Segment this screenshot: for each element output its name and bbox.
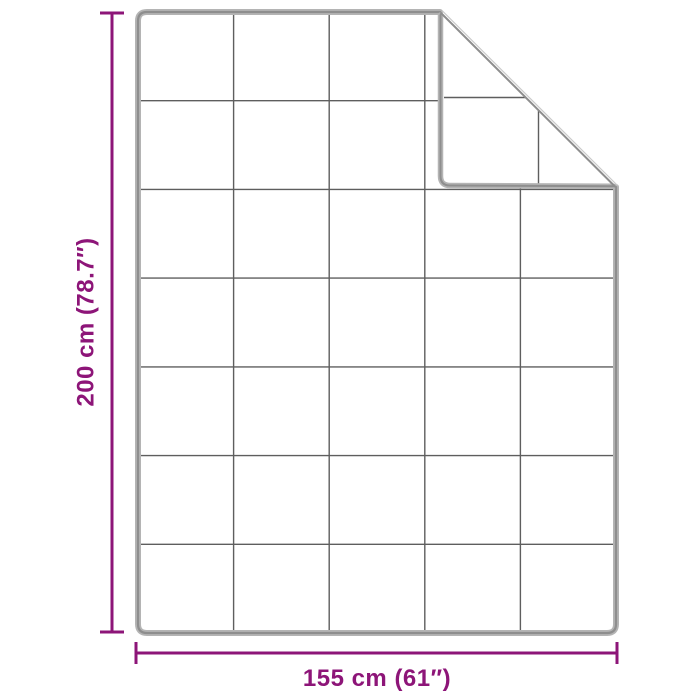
folded-corner-grid	[444, 96, 540, 184]
blanket-outline-inner	[136, 10, 618, 635]
blanket-body	[138, 12, 616, 633]
height-dimension-line	[100, 11, 124, 634]
height-dimension-label: 200 cm (78.7″)	[72, 237, 99, 406]
blanket-body-fill	[138, 12, 616, 633]
fold-line	[439, 10, 618, 189]
width-dimension-line	[134, 642, 619, 664]
width-dimension-label: 155 cm (61″)	[303, 665, 451, 692]
fold-line-main	[439, 11, 617, 189]
folded-corner	[437, 10, 618, 190]
fold-line-highlight	[442, 10, 618, 186]
dimension-annotations	[100, 11, 619, 664]
folded-corner-edge-inner	[439, 14, 615, 188]
